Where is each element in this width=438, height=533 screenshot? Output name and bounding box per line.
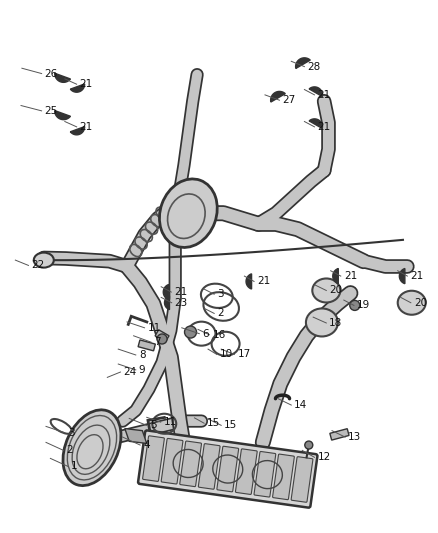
Polygon shape <box>330 429 349 440</box>
Text: 11: 11 <box>148 323 161 333</box>
Text: 8: 8 <box>139 350 145 360</box>
Text: 9: 9 <box>139 365 145 375</box>
Text: 28: 28 <box>307 62 321 71</box>
Circle shape <box>157 334 167 344</box>
Text: 19: 19 <box>357 301 370 310</box>
Text: 15: 15 <box>207 418 220 428</box>
Text: 20: 20 <box>414 298 427 308</box>
FancyBboxPatch shape <box>291 457 313 502</box>
Text: 25: 25 <box>45 106 58 116</box>
FancyBboxPatch shape <box>217 446 239 492</box>
Circle shape <box>350 301 360 310</box>
Polygon shape <box>71 126 85 135</box>
Text: 21: 21 <box>174 287 187 297</box>
Text: 21: 21 <box>80 79 93 89</box>
Text: 22: 22 <box>32 261 45 270</box>
Text: 15: 15 <box>224 421 237 430</box>
Polygon shape <box>246 274 251 289</box>
FancyBboxPatch shape <box>138 431 318 507</box>
Text: 2: 2 <box>217 309 224 318</box>
Text: 21: 21 <box>318 90 331 100</box>
Text: 21: 21 <box>80 122 93 132</box>
Text: 11: 11 <box>164 417 177 427</box>
FancyBboxPatch shape <box>161 439 183 484</box>
Polygon shape <box>296 58 310 68</box>
Ellipse shape <box>312 278 340 303</box>
Ellipse shape <box>34 253 54 268</box>
FancyBboxPatch shape <box>198 443 220 489</box>
Text: 13: 13 <box>348 432 361 442</box>
Text: 27: 27 <box>283 95 296 105</box>
Ellipse shape <box>398 290 426 315</box>
Ellipse shape <box>306 309 338 336</box>
Text: 2: 2 <box>67 446 73 455</box>
Text: 21: 21 <box>257 277 270 286</box>
Text: 18: 18 <box>329 318 343 328</box>
Text: 24: 24 <box>124 367 137 377</box>
Text: 17: 17 <box>237 350 251 359</box>
Text: 21: 21 <box>410 271 424 281</box>
Polygon shape <box>333 269 338 284</box>
Text: 16: 16 <box>212 330 226 340</box>
Text: 10: 10 <box>220 350 233 359</box>
Text: 3: 3 <box>68 428 74 438</box>
FancyBboxPatch shape <box>143 436 164 481</box>
Text: 5: 5 <box>150 421 156 430</box>
Polygon shape <box>55 110 71 120</box>
Polygon shape <box>55 73 71 83</box>
Text: 4: 4 <box>143 440 150 450</box>
Text: 14: 14 <box>294 400 307 410</box>
FancyBboxPatch shape <box>236 449 257 495</box>
Text: 3: 3 <box>217 289 224 299</box>
Text: 20: 20 <box>329 286 343 295</box>
FancyBboxPatch shape <box>254 451 276 497</box>
Polygon shape <box>309 119 322 128</box>
Polygon shape <box>399 269 405 284</box>
FancyBboxPatch shape <box>272 454 294 499</box>
Polygon shape <box>125 429 147 443</box>
Ellipse shape <box>159 179 217 247</box>
Polygon shape <box>138 340 155 351</box>
Text: 23: 23 <box>175 298 188 308</box>
Text: 6: 6 <box>202 329 209 338</box>
Polygon shape <box>71 84 85 92</box>
Ellipse shape <box>63 410 121 486</box>
Text: 21: 21 <box>318 122 331 132</box>
Polygon shape <box>163 285 169 300</box>
Polygon shape <box>271 92 285 102</box>
Polygon shape <box>155 330 169 342</box>
Text: 1: 1 <box>71 462 78 471</box>
Text: 21: 21 <box>344 271 357 281</box>
Circle shape <box>184 326 197 338</box>
Polygon shape <box>165 296 170 310</box>
Text: 26: 26 <box>45 69 58 78</box>
Circle shape <box>305 441 313 449</box>
Text: 7: 7 <box>154 337 161 347</box>
FancyBboxPatch shape <box>180 441 201 487</box>
Polygon shape <box>309 87 322 96</box>
Text: 12: 12 <box>318 453 331 462</box>
